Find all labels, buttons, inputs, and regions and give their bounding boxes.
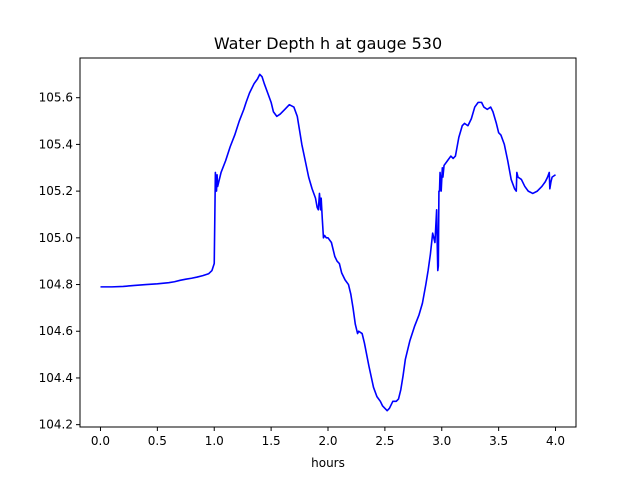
x-tick-label: 2.0 xyxy=(318,434,337,448)
x-tick-label: 0.5 xyxy=(148,434,167,448)
x-tick-label: 4.0 xyxy=(546,434,565,448)
chart-title: Water Depth h at gauge 530 xyxy=(214,34,442,53)
x-axis-ticks: 0.0 0.5 1.0 1.5 2.0 2.5 3.0 3.5 4.0 xyxy=(91,427,565,448)
x-tick-label: 3.0 xyxy=(432,434,451,448)
series-line-0 xyxy=(100,73,556,412)
y-tick-label: 104.2 xyxy=(39,418,73,432)
x-tick-label: 0.0 xyxy=(91,434,110,448)
y-tick-label: 105.2 xyxy=(39,184,73,198)
y-tick-label: 105.6 xyxy=(39,91,73,105)
x-tick-label: 2.5 xyxy=(375,434,394,448)
y-tick-label: 105.0 xyxy=(39,231,73,245)
x-axis-label: hours xyxy=(311,456,345,470)
x-tick-label: 1.5 xyxy=(262,434,281,448)
x-tick-label: 3.5 xyxy=(489,434,508,448)
y-tick-label: 105.4 xyxy=(39,137,73,151)
y-tick-label: 104.8 xyxy=(39,278,73,292)
y-tick-label: 104.4 xyxy=(39,371,73,385)
x-tick-label: 1.0 xyxy=(205,434,224,448)
y-tick-label: 104.6 xyxy=(39,324,73,338)
y-axis-ticks: 104.2 104.4 104.6 104.8 105.0 105.2 105.4 105.6 xyxy=(39,91,80,432)
